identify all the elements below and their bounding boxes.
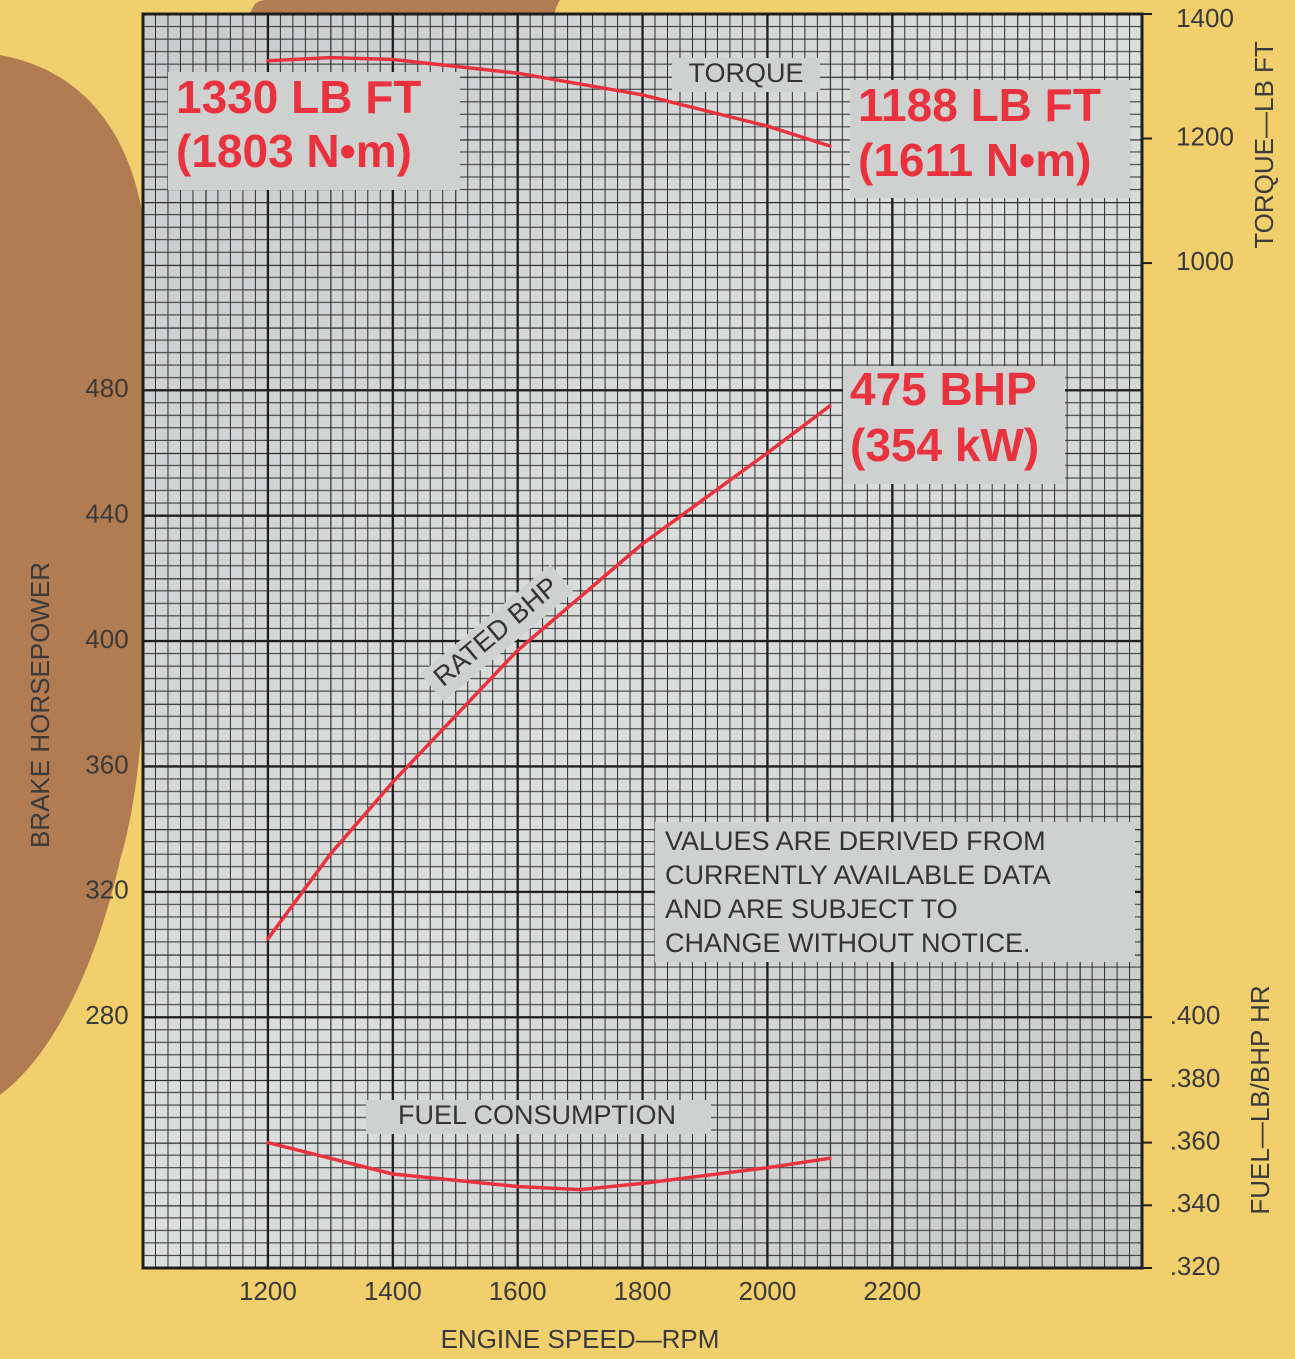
- bhp-metric: (354 kW): [850, 419, 1039, 471]
- series-line: [266, 55, 832, 148]
- y-tick-label: 280: [85, 1000, 128, 1030]
- y2-tick-label: 1000: [1176, 246, 1234, 276]
- x-tick-label: 1400: [364, 1276, 422, 1306]
- x-tick-label: 1800: [614, 1276, 672, 1306]
- y3-tick-label: .340: [1170, 1188, 1221, 1218]
- series-line: [266, 1140, 832, 1192]
- y-tick-label: 480: [85, 373, 128, 403]
- y-tick-label: 440: [85, 498, 128, 528]
- brown-shape: [250, 0, 560, 14]
- note-line: AND ARE SUBJECT TO: [665, 894, 958, 924]
- torque-rated-label: 1188 LB FT: [858, 79, 1101, 131]
- note-line: VALUES ARE DERIVED FROM: [665, 826, 1046, 856]
- torque-peak-label: 1330 LB FT: [176, 71, 421, 123]
- x-tick-label: 1200: [239, 1276, 297, 1306]
- label-boxes: [168, 58, 1135, 1134]
- y-axis-title: BRAKE HORSEPOWER: [25, 562, 55, 848]
- y3-tick-label: .360: [1170, 1125, 1221, 1155]
- x-tick-label: 1600: [489, 1276, 547, 1306]
- series-label: TORQUE: [688, 58, 803, 88]
- torque-rated-metric: (1611 N•m): [858, 134, 1091, 186]
- note-line: CHANGE WITHOUT NOTICE.: [665, 928, 1031, 958]
- y3-tick-label: .380: [1170, 1063, 1221, 1093]
- label-box: [420, 564, 574, 702]
- series-label: FUEL CONSUMPTION: [398, 1100, 676, 1130]
- y3-tick-label: .320: [1170, 1251, 1221, 1281]
- brown-shape: [0, 55, 150, 1095]
- y2-axis-title: TORQUE—LB FT: [1249, 41, 1279, 249]
- y2-tick-label: 1400: [1176, 3, 1234, 33]
- y2-tick-label: 1200: [1176, 121, 1234, 151]
- x-axis-title: ENGINE SPEED—RPM: [441, 1324, 720, 1354]
- y-tick-label: 320: [85, 875, 128, 905]
- y-tick-label: 360: [85, 749, 128, 779]
- x-tick-label: 2000: [738, 1276, 796, 1306]
- x-tick-label: 2200: [863, 1276, 921, 1306]
- y3-tick-label: .400: [1170, 1000, 1221, 1030]
- series-line: [266, 404, 832, 941]
- y-tick-label: 400: [85, 624, 128, 654]
- bhp-label: 475 BHP: [850, 363, 1037, 415]
- torque-peak-metric: (1803 N•m): [176, 125, 412, 177]
- note-line: CURRENTLY AVAILABLE DATA: [665, 860, 1051, 890]
- y3-axis-title: FUEL—LB/BHP HR: [1245, 985, 1275, 1214]
